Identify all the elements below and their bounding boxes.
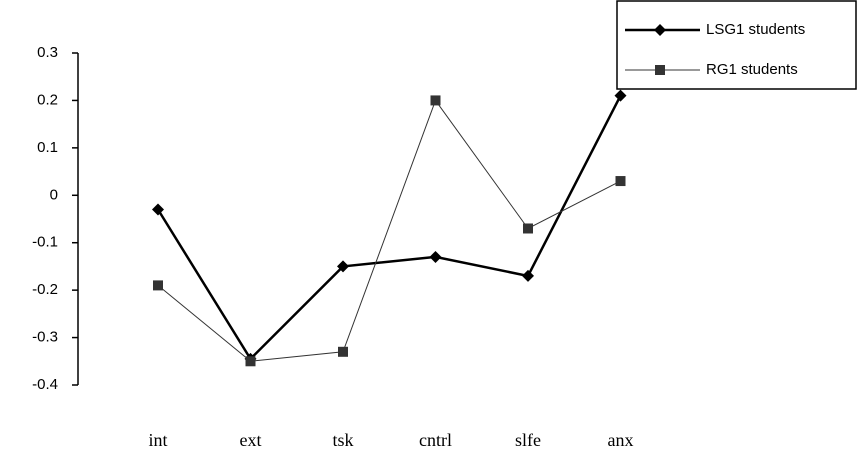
square-marker: [523, 223, 533, 234]
y-tick-label: 0: [50, 186, 58, 203]
x-tick-label: slfe: [515, 430, 541, 450]
x-tick-label: anx: [608, 430, 634, 450]
y-tick-label: -0.3: [32, 329, 58, 346]
x-tick-label: tsk: [332, 430, 353, 450]
x-tick-label: cntrl: [419, 430, 452, 450]
square-marker: [430, 95, 441, 106]
square-marker: [338, 346, 348, 357]
y-tick-label: -0.2: [32, 281, 58, 298]
diamond-marker: [152, 203, 164, 216]
y-tick-label: 0.2: [37, 91, 58, 108]
square-marker: [245, 356, 256, 367]
diamond-marker: [522, 269, 534, 282]
x-tick-label: ext: [240, 430, 262, 450]
diamond-marker: [429, 250, 442, 263]
diamond-marker: [614, 89, 627, 102]
x-tick-label: int: [148, 430, 167, 450]
series-line: [157, 99, 621, 362]
legend-label: LSG1 students: [706, 21, 805, 38]
y-tick-label: -0.4: [32, 376, 58, 393]
y-tick-label: -0.1: [32, 234, 58, 251]
y-tick-label: 0.1: [37, 139, 58, 156]
diamond-marker: [337, 260, 349, 273]
legend-marker: [655, 65, 665, 75]
square-marker: [615, 176, 626, 187]
square-marker: [153, 280, 163, 291]
series-line: [156, 95, 622, 361]
legend-label: RG1 students: [706, 61, 798, 78]
y-tick-label: 0.3: [37, 44, 58, 61]
legend-marker: [654, 24, 666, 36]
